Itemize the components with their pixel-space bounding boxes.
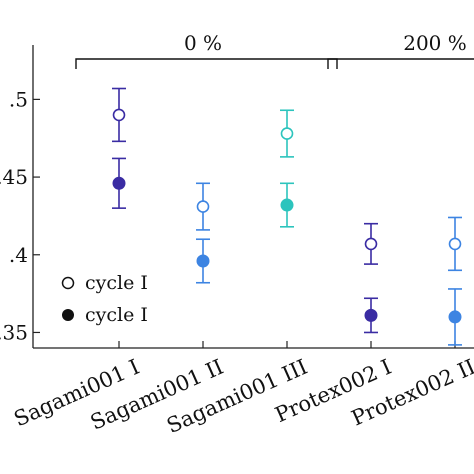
data-marks [112,87,462,346]
legend: cycle I cycle I [61,272,148,326]
y-tick-label: .35 [0,320,28,344]
data-point-filled [364,308,378,322]
legend-marker-filled [62,309,74,321]
data-point-open [196,200,210,213]
data-point-filled [448,310,462,324]
y-tick-label: .4 [9,243,28,267]
data-point-open [364,237,378,251]
x-tick-label: Sagami001 III [163,355,311,438]
legend-label: cycle I [85,304,148,326]
group-bracket [327,58,474,69]
data-point-open [112,108,126,122]
data-point-filled [196,254,210,268]
data-point-open [280,127,294,140]
group-brackets: 0 % 200 % [75,31,474,69]
data-point-open [448,237,462,251]
data-point-filled [280,198,294,212]
legend-marker-open [61,276,75,290]
group-label: 0 % [184,31,222,55]
y-tick-label: .5 [9,87,28,111]
group-label: 200 % [403,31,467,55]
data-point-filled [112,176,126,190]
group-bracket [75,58,338,69]
legend-label: cycle I [85,272,148,294]
y-tick-label: .45 [0,165,28,189]
